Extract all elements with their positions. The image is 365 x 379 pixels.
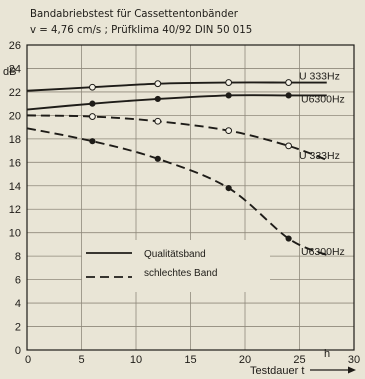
x-axis-arrow — [310, 366, 356, 374]
series-2: U6300Hz — [26, 92, 345, 111]
data-point — [154, 155, 161, 162]
series-layer: U 333Hz U6300Hz U 333Hz U6300Hz — [26, 71, 345, 258]
data-point — [285, 142, 293, 150]
y-tick-label: 8 — [15, 251, 21, 263]
data-point — [89, 83, 96, 91]
chart-title-line1: Bandabriebstest für Cassettentonbänder — [30, 9, 239, 20]
chart-title-line2: v = 4,76 cm/s ; Prüfklima 40/92 DIN 50 0… — [30, 25, 252, 36]
legend-label-solid: Qualitätsband — [144, 249, 206, 260]
series-1: U 333Hz — [26, 71, 340, 92]
y-tick-label: 26 — [9, 40, 21, 52]
data-point — [89, 138, 96, 145]
y-tick-label: 18 — [9, 134, 21, 146]
x-axis-unit: h — [324, 348, 330, 360]
y-tick-label: 24 — [9, 63, 21, 75]
data-point — [89, 100, 96, 107]
x-tick-label: 10 — [130, 354, 142, 366]
legend-label-dashed: schlechtes Band — [144, 268, 217, 279]
y-tick-label: 10 — [9, 228, 21, 240]
y-tick-label: 20 — [9, 110, 21, 122]
legend-box — [82, 240, 270, 292]
data-point — [154, 95, 161, 103]
y-tick-label: 4 — [15, 298, 21, 310]
y-tick-label: 16 — [9, 157, 21, 169]
series-label: U 333Hz — [299, 150, 340, 162]
data-point — [154, 117, 162, 125]
y-tick-label: 0 — [15, 345, 21, 357]
series-line — [26, 114, 328, 161]
series-line — [26, 127, 328, 256]
series-3: U 333Hz — [26, 113, 340, 162]
data-point — [225, 92, 232, 99]
series-label: U6300Hz — [301, 246, 345, 258]
y-tick-label: 14 — [9, 181, 21, 193]
series-label: U 333Hz — [299, 71, 340, 83]
y-axis-label: dB — [3, 66, 16, 78]
data-point — [225, 79, 233, 86]
data-point — [285, 79, 293, 86]
x-tick-label: 20 — [239, 354, 251, 366]
x-tick-label: 0 — [25, 354, 31, 366]
y-tick-label: 12 — [9, 204, 21, 216]
data-point — [225, 185, 232, 192]
x-tick-label: 15 — [184, 354, 196, 366]
x-axis-label: Testdauer t — [250, 365, 304, 377]
x-tick-labels: 0 5 10 15 20 25 30 — [25, 354, 360, 366]
y-tick-label: 2 — [15, 322, 21, 334]
x-tick-label: 25 — [293, 354, 305, 366]
grid — [27, 45, 354, 350]
series-label: U6300Hz — [301, 93, 345, 105]
data-point — [285, 235, 292, 242]
x-tick-label: 30 — [348, 354, 360, 366]
data-point — [285, 92, 292, 99]
y-tick-label: 6 — [15, 275, 21, 287]
x-tick-label: 5 — [78, 354, 84, 366]
y-tick-label: 22 — [9, 87, 21, 99]
series-4: U6300Hz — [26, 127, 345, 258]
data-point — [225, 127, 233, 135]
data-point — [154, 80, 162, 88]
plot-frame — [26, 44, 355, 351]
data-point — [89, 113, 96, 120]
